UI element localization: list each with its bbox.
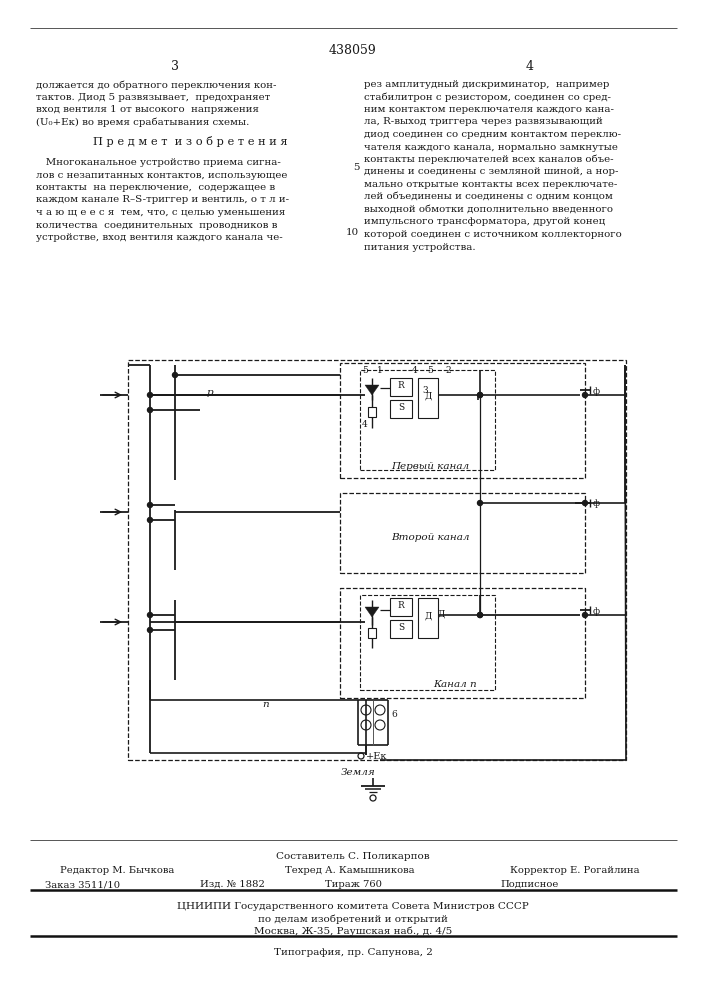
Circle shape <box>148 628 153 633</box>
Circle shape <box>148 612 153 617</box>
Circle shape <box>148 408 153 412</box>
Text: ф: ф <box>593 386 600 395</box>
Text: рез амплитудный дискриминатор,  например: рез амплитудный дискриминатор, например <box>364 80 609 89</box>
Text: диод соединен со средним контактом переклю-: диод соединен со средним контактом перек… <box>364 130 621 139</box>
Bar <box>368 628 376 638</box>
Text: динены и соединены с земляной шиной, а нор-: динены и соединены с земляной шиной, а н… <box>364 167 619 176</box>
Bar <box>360 595 495 690</box>
Bar <box>340 588 585 698</box>
Text: Корректор Е. Рогайлина: Корректор Е. Рогайлина <box>510 866 640 875</box>
Polygon shape <box>365 607 379 617</box>
Text: Д: Д <box>438 610 445 619</box>
Bar <box>418 598 438 638</box>
Circle shape <box>477 612 482 617</box>
Circle shape <box>477 612 482 617</box>
Text: устройстве, вход вентиля каждого канала че-: устройстве, вход вентиля каждого канала … <box>36 233 283 242</box>
Text: ф: ф <box>593 499 600 508</box>
Text: Канал п: Канал п <box>433 680 477 689</box>
Circle shape <box>173 372 177 377</box>
Bar <box>418 378 438 418</box>
Text: импульсного трансформатора, другой конец: импульсного трансформатора, другой конец <box>364 218 605 227</box>
Text: 10: 10 <box>346 228 358 237</box>
Text: 5: 5 <box>353 163 359 172</box>
Text: ЦНИИПИ Государственного комитета Совета Министров СССР: ЦНИИПИ Государственного комитета Совета … <box>177 902 529 911</box>
Text: по делам изобретений и открытий: по делам изобретений и открытий <box>258 914 448 924</box>
Polygon shape <box>365 385 379 395</box>
Text: 4: 4 <box>526 60 534 73</box>
Text: 4: 4 <box>362 420 368 429</box>
Text: Редактор М. Бычкова: Редактор М. Бычкова <box>60 866 175 875</box>
Text: Многоканальное устройство приема сигна-: Многоканальное устройство приема сигна- <box>36 158 281 167</box>
Text: Заказ 3511/10: Заказ 3511/10 <box>45 880 120 889</box>
Text: 4: 4 <box>412 366 418 375</box>
Text: которой соединен с источником коллекторного: которой соединен с источником коллекторн… <box>364 230 621 239</box>
Text: п: п <box>263 700 269 709</box>
Circle shape <box>477 500 482 506</box>
Text: должается до обратного переключения кон-: должается до обратного переключения кон- <box>36 80 276 90</box>
Text: 438059: 438059 <box>329 43 377 56</box>
Text: ла, R-выход триггера через развязывающий: ла, R-выход триггера через развязывающий <box>364 117 603 126</box>
Text: П р е д м е т  и з о б р е т е н и я: П р е д м е т и з о б р е т е н и я <box>93 136 287 147</box>
Text: R: R <box>397 381 404 390</box>
Text: +Eк: +Eк <box>366 752 387 761</box>
Bar <box>340 363 585 478</box>
Text: лов с незапитанных контактов, использующее: лов с незапитанных контактов, использующ… <box>36 170 287 180</box>
Text: р: р <box>206 388 214 397</box>
Text: R: R <box>397 601 404 610</box>
Text: Техред А. Камышникова: Техред А. Камышникова <box>285 866 414 875</box>
Text: выходной обмотки дополнительно введенного: выходной обмотки дополнительно введенног… <box>364 205 613 214</box>
Text: Москва, Ж-35, Раушская наб., д. 4/5: Москва, Ж-35, Раушская наб., д. 4/5 <box>254 926 452 936</box>
Text: тактов. Диод 5 развязывает,  предохраняет: тактов. Диод 5 развязывает, предохраняет <box>36 93 270 102</box>
Text: Земля: Земля <box>341 768 375 777</box>
Circle shape <box>583 500 588 506</box>
Text: Типография, пр. Сапунова, 2: Типография, пр. Сапунова, 2 <box>274 948 433 957</box>
Text: стабилитрон с резистором, соединен со сред-: стабилитрон с резистором, соединен со ср… <box>364 93 611 102</box>
Circle shape <box>477 392 482 397</box>
Text: вход вентиля 1 от высокого  напряжения: вход вентиля 1 от высокого напряжения <box>36 105 259 114</box>
Text: лей объединены и соединены с одним концом: лей объединены и соединены с одним концо… <box>364 192 613 202</box>
Text: ф: ф <box>593 606 600 615</box>
Text: мально открытые контакты всех переключате-: мально открытые контакты всех переключат… <box>364 180 617 189</box>
Circle shape <box>583 392 588 397</box>
Text: 2: 2 <box>445 366 451 375</box>
Text: контакты переключателей всех каналов объе-: контакты переключателей всех каналов объ… <box>364 155 614 164</box>
Circle shape <box>148 392 153 397</box>
Text: питания устройства.: питания устройства. <box>364 242 476 251</box>
Text: Составитель С. Поликарпов: Составитель С. Поликарпов <box>276 852 430 861</box>
Text: Д: Д <box>424 391 432 400</box>
Circle shape <box>148 502 153 508</box>
Text: S: S <box>398 403 404 412</box>
Text: количества  соединительных  проводников в: количества соединительных проводников в <box>36 221 277 230</box>
Bar <box>390 400 412 418</box>
Bar <box>390 598 412 616</box>
Text: 3: 3 <box>171 60 179 73</box>
Text: Изд. № 1882: Изд. № 1882 <box>200 880 265 889</box>
Text: чателя каждого канала, нормально замкнутые: чателя каждого канала, нормально замкнут… <box>364 142 618 151</box>
Text: контакты  на переключение,  содержащее в: контакты на переключение, содержащее в <box>36 183 275 192</box>
Bar <box>340 493 585 573</box>
Circle shape <box>148 518 153 522</box>
Text: Тираж 760: Тираж 760 <box>325 880 382 889</box>
Bar <box>390 620 412 638</box>
Text: Д: Д <box>424 611 432 620</box>
Text: Подписное: Подписное <box>500 880 559 889</box>
Text: S: S <box>398 623 404 632</box>
Text: ним контактом переключателя каждого кана-: ним контактом переключателя каждого кана… <box>364 105 614 114</box>
Circle shape <box>583 612 588 617</box>
Text: 5: 5 <box>362 366 368 375</box>
Text: 1: 1 <box>377 366 383 375</box>
Circle shape <box>477 392 482 397</box>
Text: 3: 3 <box>422 386 428 395</box>
Text: Первый канал: Первый канал <box>391 462 469 471</box>
Text: (U₀+Eк) во время срабатывания схемы.: (U₀+Eк) во время срабатывания схемы. <box>36 117 250 127</box>
Bar <box>390 378 412 396</box>
Bar <box>128 360 626 760</box>
Text: 5: 5 <box>427 366 433 375</box>
Text: ч а ю щ е е с я  тем, что, с целью уменьшения: ч а ю щ е е с я тем, что, с целью уменьш… <box>36 208 285 217</box>
Bar <box>360 370 495 470</box>
Text: 6: 6 <box>391 710 397 719</box>
Bar <box>368 407 376 417</box>
Text: Второй канал: Второй канал <box>391 533 469 542</box>
Text: каждом канале R–S-триггер и вентиль, о т л и-: каждом канале R–S-триггер и вентиль, о т… <box>36 196 289 205</box>
